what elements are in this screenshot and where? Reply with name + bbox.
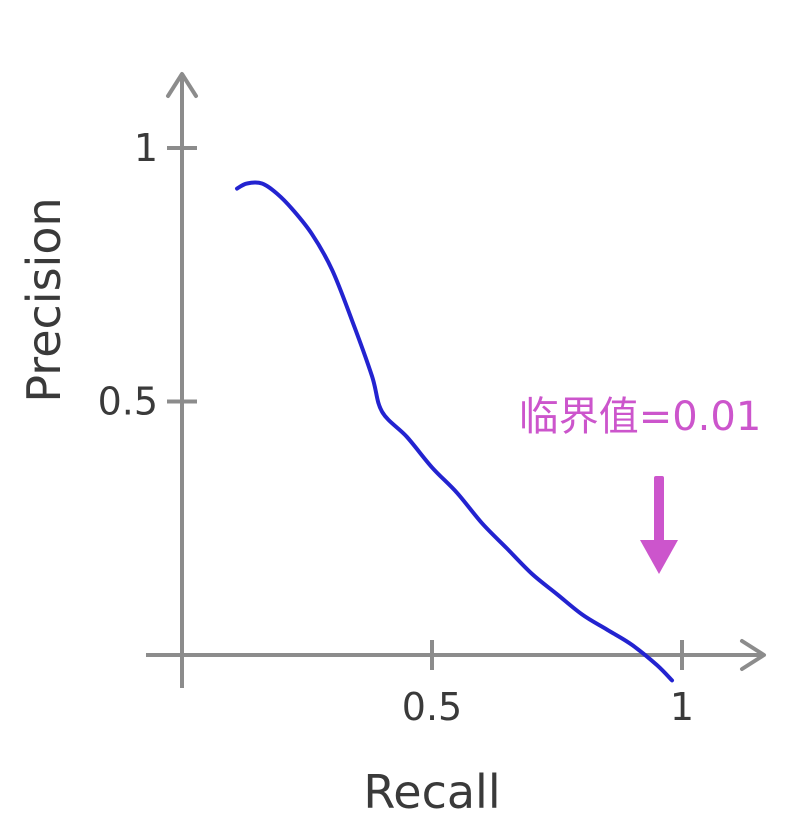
y-tick-label-1: 1 <box>134 126 158 170</box>
x-tick-label-0: 0.5 <box>402 685 462 729</box>
x-axis-arrowhead <box>740 639 766 671</box>
threshold-annotation: 临界值=0.01 <box>519 394 762 440</box>
threshold-arrow-shaft <box>654 476 664 546</box>
x-axis-title: Recall <box>363 765 500 819</box>
x-tick-label-1: 1 <box>670 685 694 729</box>
threshold-arrow-head <box>640 540 678 574</box>
threshold-arrow <box>640 476 678 574</box>
y-axis-title: Precision <box>17 197 71 402</box>
axis-ticks: 0.5 1 0.5 1 <box>98 126 695 729</box>
precision-recall-curve <box>235 180 674 683</box>
y-axis-arrowhead <box>166 72 198 98</box>
y-tick-label-0: 0.5 <box>98 380 158 424</box>
